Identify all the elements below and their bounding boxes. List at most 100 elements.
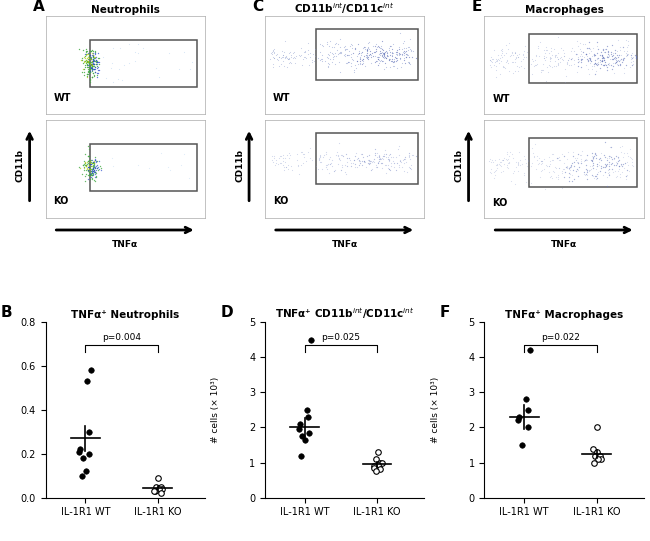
Point [544, 161, 554, 170]
Point [291, 150, 302, 159]
Point [79, 57, 89, 66]
Point [384, 46, 395, 55]
Point [596, 60, 606, 69]
Point [349, 65, 359, 74]
Point [595, 154, 605, 162]
Point [619, 149, 629, 157]
Point [84, 164, 95, 173]
Point [550, 52, 560, 61]
Point [486, 53, 497, 62]
Point [491, 65, 501, 74]
Point [81, 157, 92, 166]
Point [621, 172, 631, 181]
Point [499, 50, 510, 59]
Point [377, 458, 387, 467]
Point [298, 159, 309, 167]
Point [86, 64, 97, 72]
Point [331, 38, 341, 47]
Point [350, 44, 360, 52]
Point [576, 156, 586, 165]
Point [491, 164, 502, 173]
Point [607, 49, 618, 58]
Point [179, 48, 190, 56]
Point [341, 59, 352, 68]
Point [384, 56, 394, 65]
Point [404, 43, 415, 52]
Point [588, 444, 598, 453]
Point [579, 52, 590, 61]
Point [350, 162, 360, 171]
Point [582, 150, 593, 159]
Point [308, 50, 318, 58]
Point [348, 159, 358, 168]
Point [544, 162, 554, 170]
Point [176, 160, 186, 169]
Point [90, 57, 100, 65]
Point [268, 53, 278, 62]
Point [406, 161, 416, 170]
Point [614, 162, 624, 171]
Point [184, 174, 194, 183]
Point [86, 173, 96, 182]
Point [342, 58, 352, 67]
Point [344, 154, 354, 163]
Point [85, 75, 96, 84]
Point [92, 60, 102, 68]
Point [486, 63, 496, 72]
Point [510, 180, 520, 188]
Point [298, 149, 308, 158]
Point [331, 52, 341, 61]
Point [144, 163, 154, 172]
Point [84, 64, 95, 73]
Point [361, 51, 371, 60]
Point [386, 152, 396, 161]
Point [505, 50, 515, 59]
Point [514, 62, 524, 71]
Point [363, 51, 374, 60]
Point [531, 61, 541, 69]
Point [332, 148, 343, 156]
Point [625, 144, 635, 153]
Point [86, 168, 97, 177]
Point [151, 483, 161, 491]
Point [87, 167, 98, 175]
Point [508, 153, 519, 162]
Point [618, 43, 629, 51]
Point [552, 173, 563, 181]
Point [531, 50, 541, 59]
Point [566, 161, 577, 169]
Point [89, 162, 99, 170]
Point [376, 159, 387, 168]
Point [623, 151, 633, 160]
Point [298, 55, 308, 63]
Point [494, 58, 504, 67]
Point [575, 47, 586, 55]
Point [590, 51, 600, 60]
Point [86, 55, 96, 63]
Point [88, 47, 98, 55]
Point [376, 55, 387, 64]
Point [398, 155, 409, 164]
Point [604, 50, 614, 59]
Point [392, 56, 402, 64]
Point [597, 56, 607, 65]
Point [84, 63, 94, 71]
Point [384, 55, 395, 64]
Point [355, 159, 365, 167]
Point [358, 56, 369, 65]
Point [590, 60, 601, 68]
Title: TNFα⁺ CD11b$^{int}$/CD11c$^{int}$: TNFα⁺ CD11b$^{int}$/CD11c$^{int}$ [275, 306, 414, 321]
Point [377, 52, 387, 61]
Point [395, 54, 405, 62]
Point [616, 51, 627, 60]
Point [588, 62, 599, 70]
Point [630, 52, 641, 61]
Point [86, 72, 97, 81]
Point [530, 56, 541, 65]
Point [93, 162, 103, 171]
Text: CD11b: CD11b [16, 149, 25, 182]
Point [599, 59, 610, 68]
Point [626, 154, 636, 162]
Point [606, 48, 616, 56]
Point [585, 162, 595, 170]
